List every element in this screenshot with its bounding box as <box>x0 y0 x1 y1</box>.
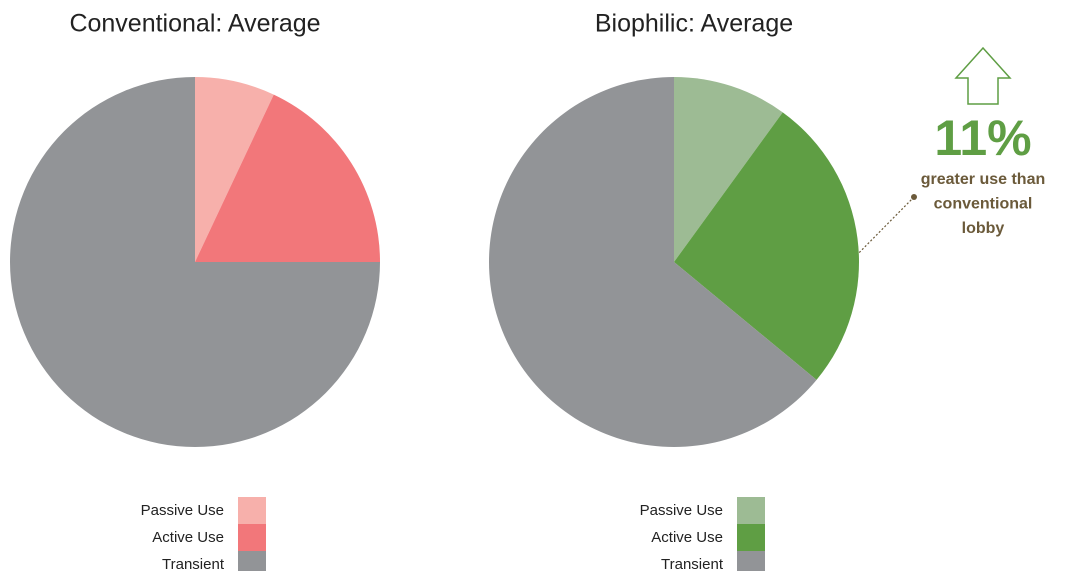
legend-label: Active Use <box>651 529 723 546</box>
annotation-text: greater use than <box>921 171 1045 188</box>
up-arrow <box>954 46 1012 105</box>
annotation-headline: 11% <box>934 110 1031 166</box>
annotation-text: conventional <box>934 196 1033 213</box>
annotation-text: lobby <box>962 220 1005 237</box>
legend-label: Active Use <box>152 529 224 546</box>
chart-title: Biophilic: Average <box>595 10 793 38</box>
pie-slice <box>10 77 380 447</box>
legend-swatch <box>238 497 266 525</box>
pie-slice <box>674 112 859 380</box>
chart-title: Conventional: Average <box>69 10 320 38</box>
legend-swatch <box>238 551 266 571</box>
legend-swatch <box>737 497 765 525</box>
legend-swatch <box>737 524 765 552</box>
pie-slice <box>488 77 817 447</box>
pie-slice <box>195 77 274 262</box>
leader-dot <box>911 194 917 200</box>
legend-label: Transient <box>162 556 225 571</box>
pie-slice <box>195 94 380 262</box>
legend-label: Transient <box>661 556 724 571</box>
legend-label: Passive Use <box>141 502 224 519</box>
pie-slice <box>674 77 783 262</box>
legend-swatch <box>238 524 266 552</box>
legend-swatch <box>737 551 765 571</box>
legend-label: Passive Use <box>640 502 723 519</box>
